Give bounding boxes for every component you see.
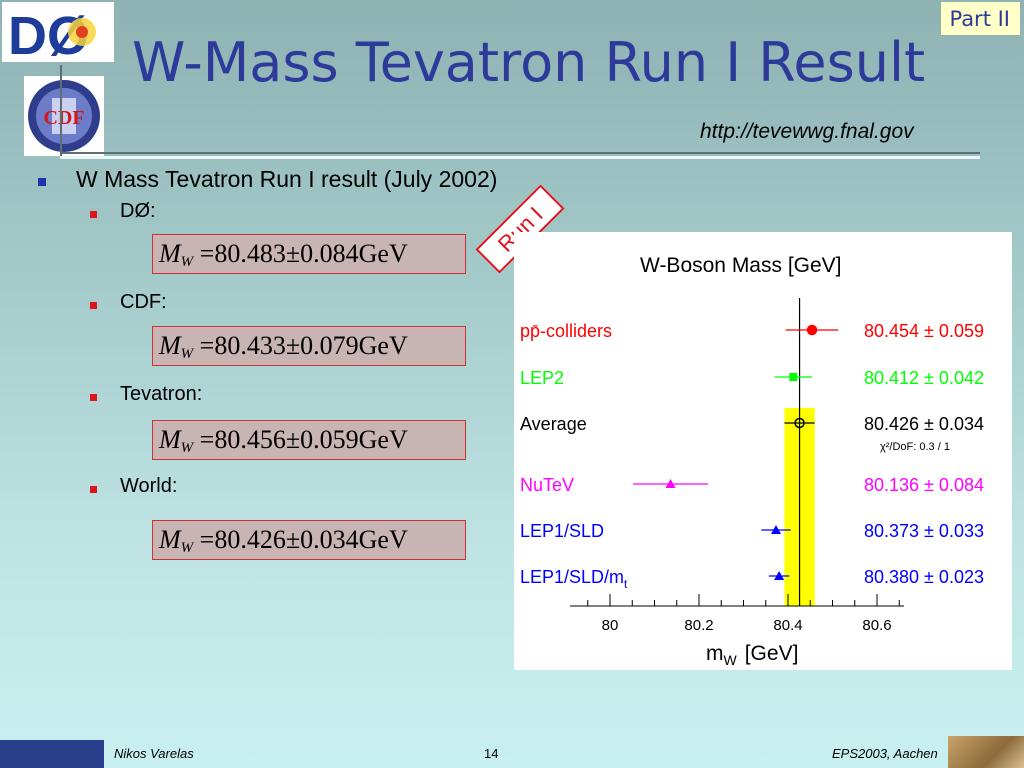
series-value-label: 80.454 ± 0.059 — [864, 321, 984, 341]
cdf-logo: CDF — [24, 76, 104, 156]
formula-subscript: W — [180, 440, 194, 456]
data-point — [770, 525, 781, 534]
formula-subscript: W — [180, 540, 194, 556]
series-value-label: 80.412 ± 0.042 — [864, 368, 984, 388]
data-point — [789, 373, 798, 381]
w-mass-chart: W-Boson Mass [GeV] pp̄-colliders 80.454 ±… — [514, 232, 1012, 670]
formula-subscript: W — [180, 346, 194, 362]
footer-event: EPS2003, Aachen — [832, 746, 938, 761]
sub-bullet-marker — [90, 211, 97, 218]
formula-pm: ± — [285, 239, 301, 268]
formula-unit: GeV — [358, 525, 408, 554]
chi2-note: χ²/DoF: 0.3 / 1 — [880, 441, 950, 453]
x-axis-label: mW [GeV] — [706, 642, 798, 668]
formula-world: MW =80.426±0.034GeV — [152, 520, 466, 560]
x-tick-label: 80.4 — [773, 617, 802, 634]
data-point — [665, 479, 676, 488]
formula-symbol: M — [159, 425, 181, 454]
x-axis-label-sub: W — [724, 652, 738, 668]
data-point — [774, 571, 785, 580]
formula-d0: MW =80.483±0.084GeV — [152, 234, 466, 274]
x-tick-label: 80 — [602, 617, 619, 634]
d0-logo: DØ — [2, 2, 114, 62]
formula-error: 0.084 — [300, 239, 359, 268]
series-name: NuTeV — [520, 475, 574, 495]
series-name: pp̄-colliders — [520, 321, 612, 341]
slide-title: W-Mass Tevatron Run I Result — [132, 31, 926, 94]
bullet-marker — [38, 178, 46, 186]
header-rule — [60, 152, 980, 154]
series-name: LEP1/SLD — [520, 521, 604, 541]
formula-equals: = — [199, 525, 215, 554]
main-bullet-text: W Mass Tevatron Run I result (July 2002) — [76, 166, 498, 192]
series-value-label: 80.380 ± 0.023 — [864, 567, 984, 587]
sub-item-label: DØ: — [120, 200, 156, 222]
part-label: Part II — [941, 2, 1020, 35]
formula-symbol: M — [159, 331, 181, 360]
formula-value: 80.426 — [214, 525, 286, 554]
series-value-label: 80.373 ± 0.033 — [864, 521, 984, 541]
formula-unit: GeV — [358, 239, 408, 268]
uic-logo — [0, 740, 104, 768]
formula-cdf: MW =80.433±0.079GeV — [152, 326, 466, 366]
formula-equals: = — [199, 239, 215, 268]
formula-equals: = — [199, 425, 215, 454]
series-name: LEP1/SLD/mt — [520, 567, 628, 591]
formula-tevatron: MW =80.456±0.059GeV — [152, 420, 466, 460]
formula-unit: GeV — [358, 425, 408, 454]
formula-subscript: W — [180, 254, 194, 270]
series-name-sub: t — [624, 577, 628, 591]
footer-author: Nikos Varelas — [114, 746, 194, 761]
footer-page-number: 14 — [484, 746, 499, 761]
formula-value: 80.456 — [214, 425, 286, 454]
formula-value: 80.433 — [214, 331, 286, 360]
sub-bullet-marker — [90, 394, 97, 401]
chart-title: W-Boson Mass [GeV] — [640, 254, 842, 277]
formula-symbol: M — [159, 525, 181, 554]
sub-bullet-marker — [90, 486, 97, 493]
sub-item-label: World: — [120, 475, 178, 497]
formula-error: 0.034 — [300, 525, 359, 554]
aachen-image — [948, 736, 1024, 768]
series-name: Average — [520, 414, 587, 434]
formula-pm: ± — [285, 331, 301, 360]
formula-error: 0.059 — [300, 425, 359, 454]
sub-item-label: Tevatron: — [120, 383, 203, 405]
sub-item-label: CDF: — [120, 291, 167, 313]
formula-value: 80.483 — [214, 239, 286, 268]
sub-bullet-marker — [90, 302, 97, 309]
formula-error: 0.079 — [300, 331, 359, 360]
formula-symbol: M — [159, 239, 181, 268]
cdf-logo-text: CDF — [43, 107, 84, 129]
formula-equals: = — [199, 331, 215, 360]
x-tick-label: 80.6 — [862, 617, 891, 634]
data-point — [794, 417, 805, 429]
formula-pm: ± — [285, 425, 301, 454]
formula-pm: ± — [285, 525, 301, 554]
header-rule-highlight — [60, 156, 980, 159]
series-value-label: 80.426 ± 0.034 — [864, 414, 984, 434]
series-name: LEP2 — [520, 368, 564, 388]
x-tick-label: 80.2 — [684, 617, 713, 634]
header-vertical-rule — [60, 65, 62, 157]
source-url[interactable]: http://tevewwg.fnal.gov — [700, 120, 914, 143]
formula-unit: GeV — [358, 331, 408, 360]
x-axis-label-main: m — [706, 642, 724, 665]
x-axis-label-unit: [GeV] — [745, 642, 799, 665]
series-value-label: 80.136 ± 0.084 — [864, 475, 984, 495]
data-point — [806, 324, 818, 336]
